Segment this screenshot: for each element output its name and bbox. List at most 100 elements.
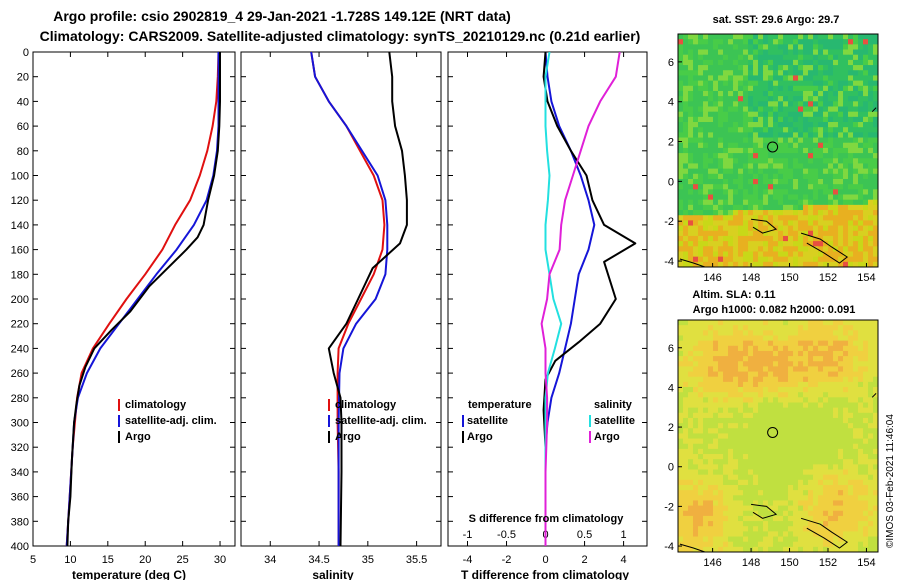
map-cell [778, 325, 784, 331]
map-cell [843, 184, 849, 190]
map-cell [713, 376, 719, 383]
map-cell [728, 448, 734, 455]
map-cell [688, 59, 694, 66]
map-cell [853, 204, 859, 211]
map-cell [723, 376, 729, 383]
map-cell [723, 459, 729, 465]
map-cell [828, 163, 834, 170]
map-cell [818, 70, 824, 76]
map-cell [833, 225, 839, 232]
map-cell [768, 387, 774, 393]
map-cell [768, 132, 774, 138]
map-cell [858, 371, 864, 378]
map-cell [808, 225, 814, 232]
map-cell [768, 34, 774, 40]
map-cell [843, 54, 849, 61]
map-cell [768, 397, 774, 403]
map-cell [818, 34, 824, 40]
map-cell [863, 111, 869, 118]
map-cell [783, 80, 789, 87]
map-cell [723, 479, 729, 486]
map-cell [768, 433, 774, 439]
map-cell [788, 230, 794, 237]
map-cell [848, 194, 854, 201]
map-cell [758, 220, 764, 226]
map-cell [683, 173, 689, 180]
map-cell [713, 428, 719, 434]
map-cell [833, 34, 839, 40]
map-cell [688, 443, 694, 450]
map-cell [803, 65, 809, 71]
map-cell [683, 39, 689, 45]
map-cell [758, 241, 764, 247]
map-cell [853, 464, 859, 470]
map-cell [798, 448, 804, 455]
map-x-tick-label: 154 [857, 557, 875, 569]
map-cell [813, 423, 819, 429]
map-cell [713, 122, 719, 128]
map-cell [848, 459, 854, 465]
map-cell [833, 474, 839, 481]
map-cell [683, 142, 689, 149]
map-cell [873, 428, 879, 434]
map-cell [723, 137, 729, 144]
map-cell [713, 44, 719, 50]
map-cell [873, 423, 879, 429]
map-cell [713, 371, 719, 378]
map-cell [858, 158, 864, 164]
map-cell [848, 147, 854, 154]
map-cell [813, 433, 819, 439]
map-cell [708, 122, 714, 128]
map-cell [693, 235, 699, 242]
map-cell [683, 194, 689, 201]
map-cell [843, 59, 849, 66]
map-cell [818, 320, 824, 326]
map-cell [683, 417, 689, 424]
map-cell [798, 116, 804, 123]
map-cell [723, 423, 729, 429]
map-cell [783, 59, 789, 66]
map-cell [803, 459, 809, 465]
map-cell [843, 122, 849, 128]
map-cell [698, 546, 704, 553]
map-cell [688, 330, 694, 336]
map-cell [733, 469, 739, 476]
map-cell [753, 505, 759, 512]
map-cell [853, 515, 859, 522]
map-cell [698, 371, 704, 378]
map-cell [823, 335, 829, 342]
map-cell [783, 371, 789, 378]
map-cell [753, 256, 759, 263]
map-cell [858, 536, 864, 543]
map-cell [868, 433, 874, 439]
map-cell [708, 220, 714, 226]
map-cell [833, 345, 839, 352]
map-cell [703, 381, 709, 388]
map-cell [843, 335, 849, 342]
legend-sal-item-0: satellite [594, 415, 635, 427]
map-cell [838, 235, 844, 242]
map-cell [783, 235, 789, 242]
map-cell [873, 194, 879, 201]
map-cell [728, 412, 734, 419]
map-cell [828, 371, 834, 378]
map-cell [843, 256, 849, 263]
map-cell [848, 469, 854, 476]
map-cell [813, 137, 819, 144]
map-cell [693, 178, 699, 185]
map-cell [813, 261, 819, 268]
map-cell [708, 54, 714, 61]
map-cell [838, 541, 844, 548]
map-cell [833, 464, 839, 470]
map-cell [698, 510, 704, 517]
map-cell [848, 500, 854, 506]
map-cell [683, 428, 689, 434]
map-cell [843, 495, 849, 501]
map-cell [783, 397, 789, 403]
map-cell [848, 163, 854, 170]
map-cell [703, 96, 709, 102]
map-cell [843, 536, 849, 543]
map-cell [693, 261, 699, 268]
map-cell [718, 345, 724, 352]
map-cell [838, 189, 844, 195]
